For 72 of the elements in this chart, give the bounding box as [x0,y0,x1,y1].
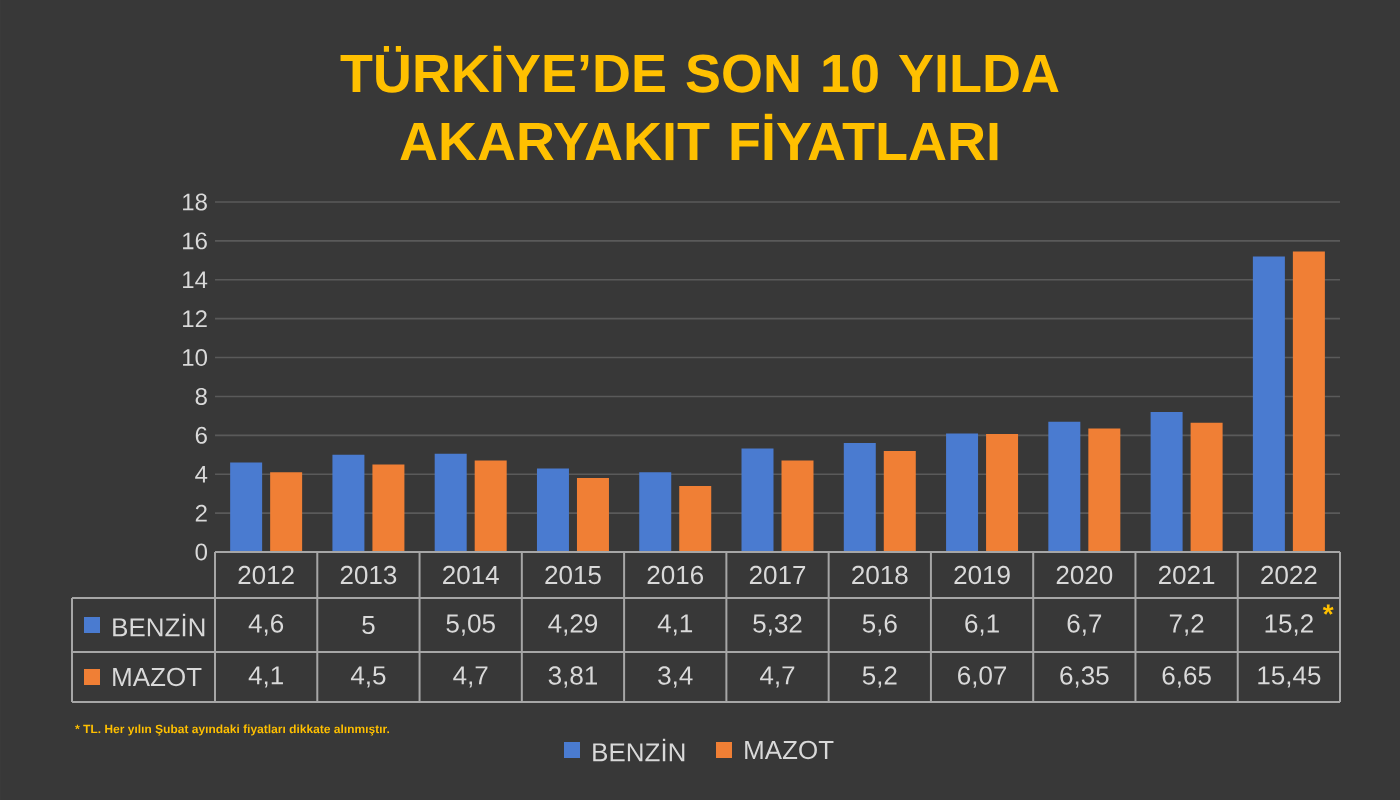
bar [781,460,814,552]
y-tick-label: 16 [183,232,207,250]
bar [536,468,569,552]
x-tick-label: 2016 [647,565,704,585]
y-tick-label: 10 [183,349,208,367]
text: * [1322,604,1334,615]
chart-title: TÜRKİYE’DE SON 10 YILDA AKARYAKIT FİYATLARI [340,45,1059,161]
legend-label: MAZOT [113,667,202,687]
bar [270,472,303,552]
bar [1048,421,1081,552]
bar [372,464,405,552]
x-tick-label: 2018 [852,565,908,585]
data-label: 5 [362,615,375,635]
y-tick-label: 14 [183,271,208,289]
data-label: 7,2 [1169,614,1204,636]
data-label: 3,81 [548,666,598,688]
text: * TL. Her yılın Şubat ayındaki fiyatları dikkate alınmıştır. [75,724,390,736]
data-label: 4,5 [350,666,386,688]
data-label: 4,7 [453,666,488,688]
y-tick-label: 2 [195,504,207,522]
data-label: 6,07 [958,666,1007,688]
data-label: 6,7 [1067,614,1102,636]
x-tick-label: 2020 [1056,565,1113,585]
y-tick-label: 4 [195,465,208,483]
bar [474,460,507,552]
y-tick-label: 0 [195,543,208,561]
data-label: 15,45 [1258,666,1321,688]
x-tick-label: 2015 [545,565,601,585]
data-label: 4,7 [760,666,795,688]
x-tick-label: 2014 [443,565,499,585]
bar [946,433,979,552]
y-tick-label: 18 [183,193,207,211]
bar [576,477,609,552]
bar [434,453,467,552]
x-tick-label: 2021 [1159,565,1215,585]
x-tick-label: 2017 [749,565,806,585]
bar [1088,428,1121,552]
bar [230,462,263,552]
data-label: 5,2 [862,666,897,688]
data-label: 4,6 [248,614,284,636]
data-label: 3,4 [658,666,693,688]
text: MAZOT [745,740,834,760]
data-label: 4,1 [657,614,693,636]
bar [1252,256,1285,552]
data-label: 5,05 [446,614,495,636]
data-label: 5,32 [753,614,802,636]
data-label: 4,1 [248,666,283,688]
data-label: 5,6 [862,614,897,636]
bar [332,454,365,552]
bar [1190,422,1223,552]
data-label: 4,29 [548,614,598,636]
y-tick-label: 6 [195,426,207,444]
data-label: 6,1 [965,614,999,636]
data-label: 6,65 [1162,666,1211,688]
bar [679,485,712,552]
bar [986,433,1019,552]
x-tick-label: 2012 [238,565,294,585]
y-tick-label: 12 [183,310,207,328]
bar [1150,412,1183,552]
legend-label: BENZİN [113,613,205,637]
bar [883,450,916,552]
x-tick-label: 2022 [1261,565,1317,585]
bar [741,448,774,552]
bar [639,472,672,552]
bar [1292,251,1325,552]
x-tick-label: 2019 [954,565,1010,585]
data-label: 15,2 [1265,614,1313,636]
x-tick-label: 2013 [340,565,397,585]
data-label: 6,35 [1060,666,1109,688]
text: BENZİN [593,738,685,762]
bar [843,443,876,552]
y-tick-label: 8 [195,387,207,405]
